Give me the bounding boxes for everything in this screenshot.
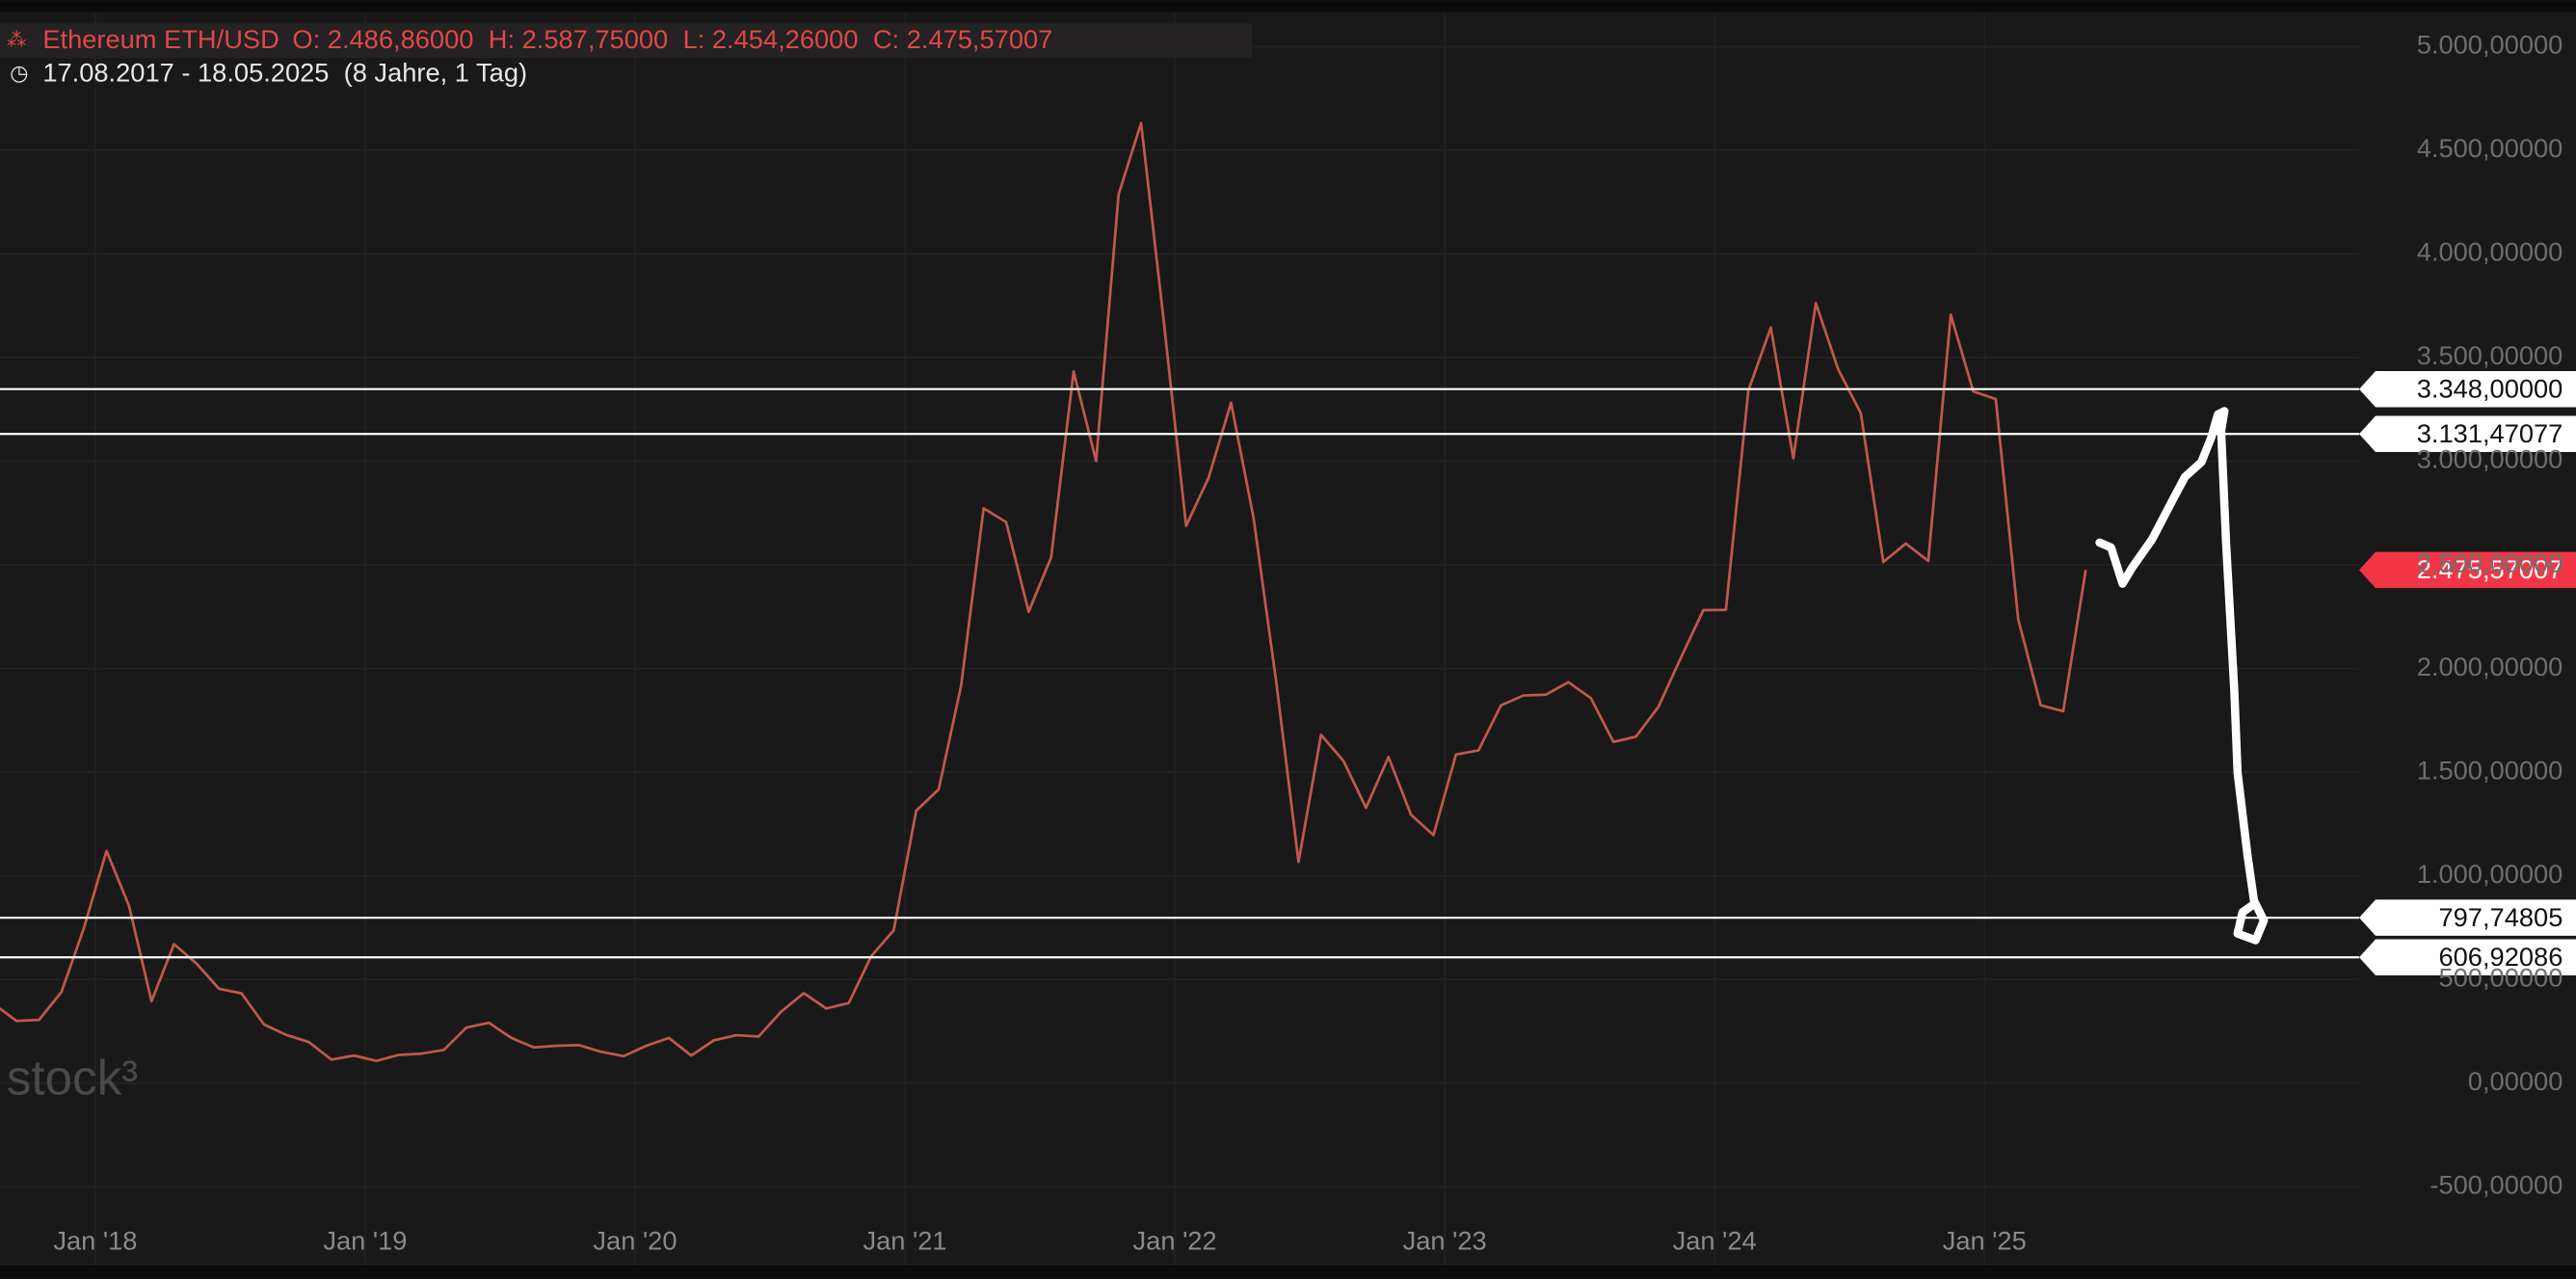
last-price-label: 2.475,57007 [2417,554,2563,584]
level-label: 606,92086 [2438,942,2563,972]
plot [0,121,2087,1063]
ohlc-value: O: 2.486,86000 [292,24,473,54]
legend-box [0,23,1252,59]
x-tick-label: Jan '22 [1133,1225,1217,1255]
level-tag [2358,370,2576,408]
ohlc-value: C: 2.475,57007 [873,24,1052,54]
y-tick-label: 5.000,00000 [2417,30,2563,60]
x-tick-label: Jan '23 [1403,1225,1487,1255]
level-tag [2358,415,2576,453]
last-price-tag [2358,551,2576,589]
x-tick-label: Jan '21 [863,1225,946,1255]
y-tick-label: 3.000,00000 [2417,444,2563,474]
y-tick-label: 2.000,00000 [2417,652,2563,681]
y-tick-label: 1.500,00000 [2417,755,2563,785]
price-line [0,121,2087,1063]
legend-icon: ⁂ [7,29,26,51]
y-tick-label: 4.000,00000 [2417,237,2563,267]
clock-icon: ◷ [10,61,28,85]
x-tick-label: Jan '19 [323,1225,407,1255]
x-tick-label: Jan '25 [1943,1225,2027,1255]
ohlc-value: L: 2.454,26000 [683,24,859,54]
y-tick-label: 500,00000 [2438,962,2563,992]
y-tick-label: 2.500,00000 [2417,547,2563,577]
bottom-bar [0,1265,2576,1279]
x-tick-label: Jan '18 [53,1225,137,1255]
level-label: 797,74805 [2438,902,2563,932]
levels: 3.348,00000 3.131,47077 797,74805 606,92086… [0,370,2576,975]
level-tag [2358,899,2576,936]
top-bar [0,0,2576,13]
y-tick-label: -500,00000 [2430,1169,2563,1199]
y-tick-label: 1.000,00000 [2417,859,2563,889]
hand-drawn-annotation [2095,407,2269,945]
ohlc-value: H: 2.587,75000 [489,24,668,54]
y-tick-label: 0,00000 [2468,1066,2563,1096]
level-label: 3.348,00000 [2417,374,2563,404]
x-tick-label: Jan '24 [1673,1225,1757,1255]
level-tag [2358,939,2576,975]
x-tick-label: Jan '20 [593,1225,677,1255]
y-tick-label: 4.500,00000 [2417,133,2563,163]
level-label: 3.131,47077 [2417,418,2563,448]
y-tick-label: 3.500,00000 [2417,340,2563,370]
instrument: Ethereum ETH/USD [42,24,279,54]
watermark: stock³ [7,1051,138,1106]
date-range: 17.08.2017 - 18.05.2025 (8 Jahre, 1 Tag) [42,57,527,87]
